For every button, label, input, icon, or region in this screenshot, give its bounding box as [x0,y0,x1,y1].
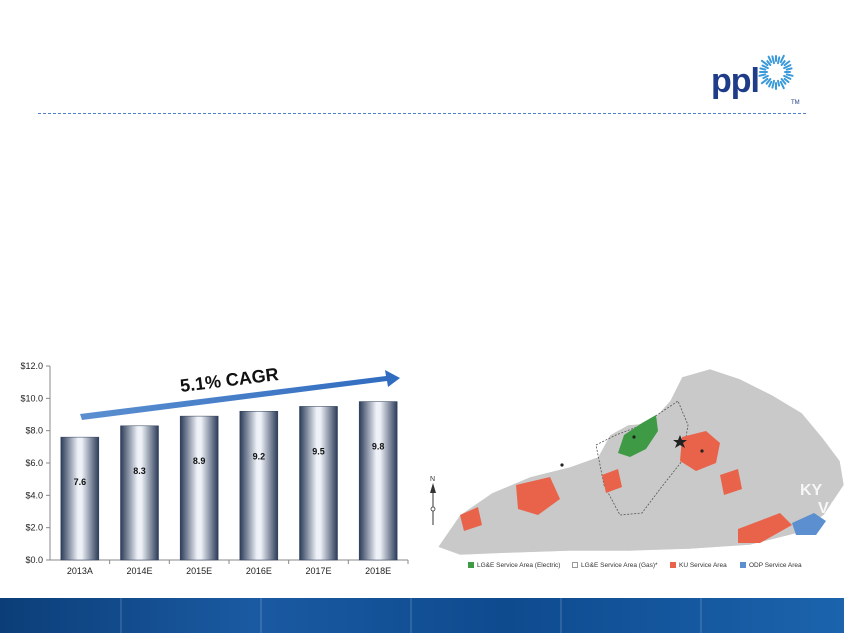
capital-star-icon [673,435,687,448]
y-tick-label: $2.0 [25,523,43,533]
logo-trademark: TM [791,100,800,106]
data-label: 8.9 [193,456,206,466]
sunburst-ray [759,67,767,71]
legend-label: LG&E Service Area (Electric) [477,562,561,569]
sunburst-ray [777,56,781,65]
data-label: 9.8 [372,442,385,452]
ppl-logo: ppl TM [706,40,802,110]
north-arrow-icon: N [430,476,436,525]
map-legend: LG&E Service Area (Electric) LG&E Servic… [468,562,838,574]
sunburst-ray [768,80,773,88]
ku-area-small-3 [720,469,742,495]
lge-electric-area [618,415,658,457]
bar [60,436,100,561]
data-label: 8.3 [133,466,146,476]
sunburst-ray [760,77,769,85]
map-label-ky: KY [800,482,823,499]
ku-area-east [738,513,792,543]
sunburst-ray [765,78,772,85]
bar [120,425,159,561]
sunburst-ray [783,60,791,67]
data-label: 9.2 [253,451,266,461]
sunburst-ray [783,74,792,80]
y-tick-label: $12.0 [20,361,43,371]
ku-area-central [680,431,720,471]
x-tick-label: 2016E [246,566,272,576]
cagr-arrow [80,370,400,420]
city-marker-owensboro [560,463,564,467]
ku-area-small-2 [602,469,622,493]
sunburst-ray [760,59,769,67]
x-tick-label: 2018E [365,566,391,576]
bar [358,401,398,561]
sunburst-ray [762,74,769,80]
sunburst-ray [779,54,785,64]
legend-label: LG&E Service Area (Gas)* [581,562,658,569]
y-tick-label: $10.0 [20,393,43,403]
legend-item-ku: KU Service Area [670,562,727,569]
legend-item-odp: ODP Service Area [740,562,802,569]
sunburst-ray [761,64,769,70]
sunburst-ray [780,78,787,85]
y-tick-label: $4.0 [25,490,43,500]
bar-chart: $0.0 $2.0 $4.0 $6.0 $8.0 $10.0 $12.0 7.6 2013A 8.… [20,361,409,576]
sunburst-ray [771,79,775,89]
legend-label: ODP Service Area [749,562,802,569]
sunburst-ray [785,67,793,71]
sunburst-ray [783,64,792,70]
y-tick-label: $6.0 [25,458,43,468]
legend-swatch [572,562,578,568]
sunburst-icon [758,54,794,90]
service-area-map: KY VA N [430,368,844,556]
city-marker-lexington [700,449,704,453]
x-tick-label: 2014E [126,566,152,576]
north-label: N [430,476,435,483]
sunburst-ray [777,79,781,87]
legend-label: KU Service Area [679,562,727,569]
bar [299,406,338,561]
sunburst-ray [766,60,772,66]
map-label-va: VA [818,500,839,517]
y-tick-label: $0.0 [25,555,43,565]
sunburst-ray [783,77,790,83]
legend-swatch [740,562,746,568]
data-label: 7.6 [74,477,87,487]
odp-area [792,513,826,535]
bar [239,411,279,561]
x-tick-label: 2013A [67,566,93,576]
x-tick-label: 2017E [305,566,331,576]
city-marker-louisville [632,435,636,439]
legend-item-lge-gas: LG&E Service Area (Gas)* [572,562,658,569]
sunburst-ray [771,55,775,65]
legend-swatch [468,562,474,568]
sunburst-ray [758,73,767,77]
data-label: 9.5 [312,446,325,456]
legend-item-lge-electric: LG&E Service Area (Electric) [468,562,560,569]
sunburst-ray [780,60,786,66]
ku-area-west [516,477,560,515]
sunburst-ray [767,55,773,64]
ku-area-small-1 [460,507,482,531]
sunburst-ray [785,73,794,77]
sunburst-ray [779,80,785,90]
logo-wordmark: ppl [711,62,760,100]
bar [179,415,219,561]
header-divider [38,113,806,114]
y-tick-label: $8.0 [25,426,43,436]
legend-swatch [670,562,676,568]
x-tick-label: 2015E [186,566,212,576]
footer-band [0,598,844,633]
